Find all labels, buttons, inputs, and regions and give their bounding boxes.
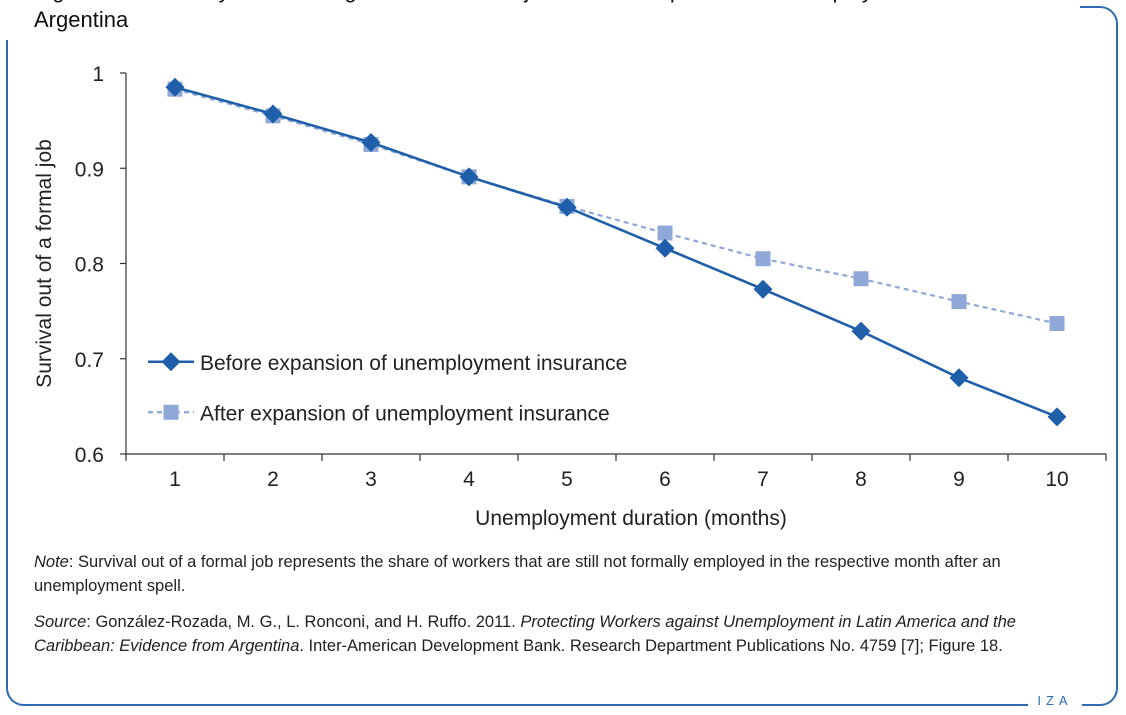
title-mask: Figure 4. Probability of remaining witho… (0, 0, 1080, 40)
chart-axes: 0.6 0.7 0.8 0.9 1 1 2 3 4 5 6 7 8 9 10 (75, 63, 1107, 491)
x-tick-label: 5 (561, 468, 573, 491)
y-tick-label: 0.6 (75, 444, 104, 467)
data-point (1047, 407, 1067, 427)
data-point (851, 321, 871, 341)
source-label: Source (34, 613, 87, 631)
source-title: Protecting Workers against Unemployment … (34, 613, 1016, 655)
y-tick-label: 0.7 (75, 349, 104, 372)
note-label: Note (34, 553, 69, 571)
legend-item: After expansion of unemployment insuranc… (148, 402, 610, 425)
data-point (459, 167, 479, 187)
x-tick-label: 6 (659, 468, 671, 491)
x-tick-label: 9 (953, 468, 965, 491)
series-after (167, 81, 1065, 332)
chart-legend: Before expansion of unemployment insuran… (148, 352, 627, 425)
legend-label: Before expansion of unemployment insuran… (200, 352, 627, 375)
note-text: : Survival out of a formal job represent… (34, 553, 1001, 595)
x-tick-label: 8 (855, 468, 867, 491)
data-point (753, 279, 773, 299)
x-axis-title: Unemployment duration (months) (475, 507, 787, 530)
figure-title: Figure 4. Probability of remaining witho… (34, 0, 1047, 32)
legend-marker (163, 404, 179, 420)
series-before (165, 77, 1067, 427)
x-tick-label: 4 (463, 468, 475, 491)
data-point (655, 238, 675, 258)
data-point (657, 225, 673, 241)
data-point (951, 294, 967, 310)
source-post: . Inter-American Development Bank. Resea… (299, 637, 1003, 655)
legend-item: Before expansion of unemployment insuran… (148, 352, 627, 375)
data-point (165, 77, 185, 97)
x-tick-label: 2 (267, 468, 279, 491)
data-point (949, 368, 969, 388)
chart-series (165, 77, 1067, 427)
data-point (853, 271, 869, 287)
x-tick-label: 1 (169, 468, 181, 491)
legend-label: After expansion of unemployment insuranc… (200, 402, 610, 425)
y-tick-label: 0.9 (75, 158, 104, 181)
figure-note: Note: Survival out of a formal job repre… (34, 550, 1094, 598)
data-point (557, 197, 577, 217)
legend-marker (161, 352, 181, 372)
x-tick-label: 3 (365, 468, 377, 491)
series-line (174, 86, 1058, 419)
y-axis-title: Survival out of a formal job (33, 139, 56, 388)
data-point (1049, 316, 1065, 332)
figure-source: Source: González-Rozada, M. G., L. Ronco… (34, 610, 1094, 658)
data-point (361, 133, 381, 153)
iza-logo: IZA (1028, 690, 1082, 712)
data-point (263, 104, 283, 124)
x-tick-label: 7 (757, 468, 769, 491)
x-tick-label: 10 (1045, 468, 1068, 491)
source-pre: : González-Rozada, M. G., L. Ronconi, an… (86, 613, 521, 631)
series-line (174, 88, 1058, 325)
y-tick-label: 1 (92, 63, 104, 86)
data-point (755, 251, 771, 267)
y-tick-label: 0.8 (75, 254, 104, 277)
